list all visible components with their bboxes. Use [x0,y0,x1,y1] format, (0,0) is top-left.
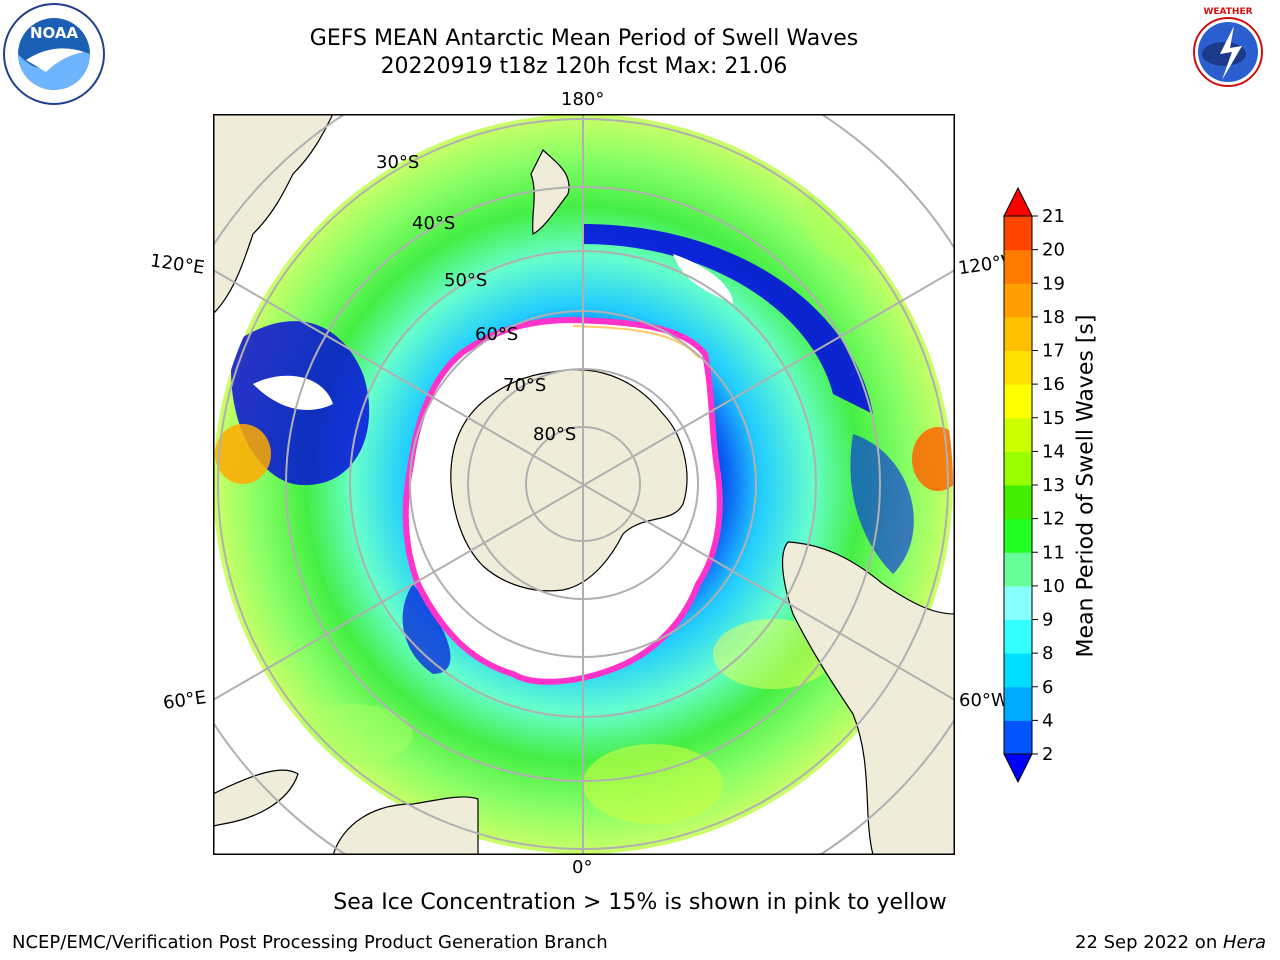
map-frame [213,114,955,855]
colorbar-segment [1004,384,1032,419]
colorbar-segment [1004,686,1032,721]
colorbar-segment [1004,316,1032,351]
lat-label-50s: 50°S [444,270,488,291]
colorbar-segment [1004,350,1032,385]
colorbar: 2 4 6 8 9 10 11 12 13 14 15 16 17 18 19 20 21 [1003,186,1065,784]
colorbar-tick-label: 8 [1042,643,1053,664]
colorbar-segment [1004,552,1032,587]
madagascar-land [213,769,299,827]
lon-label-0: 0° [572,857,593,878]
lat-label-60s: 60°S [475,324,519,345]
title-line-2: 20220919 t18z 120h fcst Max: 21.06 [380,54,788,79]
colorbar-over-triangle [1003,186,1033,217]
footer-date-text: 22 Sep 2022 on [1075,932,1223,953]
australia-land [213,114,334,315]
lon-label-180: 180° [561,89,605,110]
noaa-logo-text: NOAA [30,24,79,42]
colorbar-segment [1004,585,1032,620]
colorbar-tick-label: 9 [1042,610,1053,631]
title-line-1: GEFS MEAN Antarctic Mean Period of Swell… [309,26,859,51]
new-zealand-land [530,149,570,235]
lon-label-60e: 60°E [161,687,208,714]
footer-date: 22 Sep 2022 on Hera [1075,932,1266,953]
colorbar-under-triangle [1003,753,1033,784]
colorbar-segment [1004,518,1032,553]
colorbar-tick-label: 18 [1042,307,1065,328]
colorbar-segment [1004,619,1032,654]
lat-label-70s: 70°S [503,375,547,396]
footer-host: Hera [1222,932,1266,953]
colorbar-tick-label: 16 [1042,374,1065,395]
lon-label-120e: 120°E [148,250,206,279]
colorbar-segment [1004,283,1032,318]
colorbar-segment [1004,216,1032,251]
lat-label-80s: 80°S [533,424,577,445]
colorbar-tick-label: 13 [1042,475,1065,496]
svg-text:WEATHER: WEATHER [1203,7,1252,17]
polar-map [213,114,955,855]
colorbar-tick-label: 10 [1042,576,1065,597]
colorbar-segment [1004,720,1032,755]
colorbar-tick-label: 20 [1042,240,1065,261]
colorbar-tick-label: 19 [1042,273,1065,294]
lat-label-40s: 40°S [412,213,456,234]
footer-credit: NCEP/EMC/Verification Post Processing Pr… [12,932,608,953]
colorbar-segment [1004,485,1032,520]
sea-ice-note: Sea Ice Concentration > 15% is shown in … [333,890,947,915]
colorbar-tick-label: 17 [1042,341,1065,362]
colorbar-tick-label: 2 [1042,744,1053,765]
colorbar-tick-label: 12 [1042,509,1065,530]
graticule [213,114,955,855]
colorbar-label: Mean Period of Swell Waves [s] [1073,314,1099,658]
colorbar-tick-label: 11 [1042,542,1065,563]
colorbar-tick-label: 4 [1042,710,1053,731]
colorbar-segment [1004,653,1032,688]
nws-logo: WEATHER [1180,4,1276,100]
lon-label-60w: 60°W [959,690,1009,711]
colorbar-tick-label: 15 [1042,408,1065,429]
colorbar-segment [1004,451,1032,486]
colorbar-segment [1004,417,1032,452]
colorbar-tick-label: 14 [1042,441,1065,462]
noaa-logo: NOAA [3,3,105,105]
africa-land [332,796,479,855]
lat-label-30s: 30°S [376,152,420,173]
colorbar-segment [1004,249,1032,284]
colorbar-tick-label: 6 [1042,677,1053,698]
colorbar-tick-label: 21 [1042,206,1065,227]
antarctica-land [450,369,688,592]
